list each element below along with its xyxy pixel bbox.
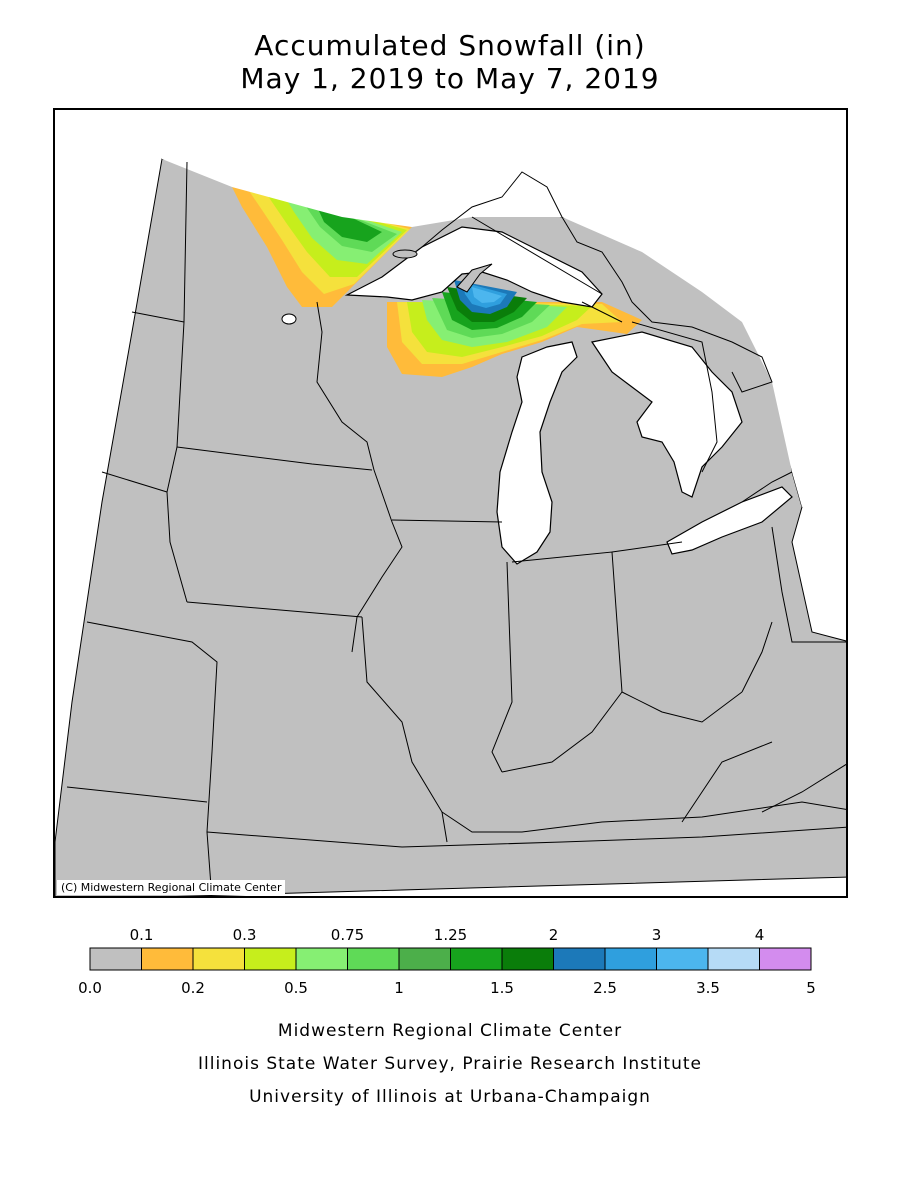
colorbar-bottom-label: 3.5	[696, 979, 720, 997]
colorbar-swatch	[347, 947, 400, 971]
state-borders	[66, 161, 846, 896]
colorbar-swatch	[759, 947, 812, 971]
map-copyright: (C) Midwestern Regional Climate Center	[57, 880, 286, 895]
colorbar-swatch	[501, 947, 554, 971]
colorbar-top-label: 3	[652, 926, 662, 944]
colorbar-bottom-label: 0.2	[181, 979, 205, 997]
lake-of-the-woods	[281, 313, 297, 325]
colorbar-swatch	[450, 947, 503, 971]
colorbar-bottom-label: 0.0	[78, 979, 102, 997]
colorbar-top-label: 4	[755, 926, 765, 944]
lake-erie	[666, 486, 793, 555]
canada-area	[162, 110, 846, 507]
credit-line-1: Midwestern Regional Climate Center	[277, 1021, 623, 1041]
credit-line-2: Illinois State Water Survey, Prairie Res…	[198, 1054, 702, 1074]
colorbar-swatch	[707, 947, 760, 971]
colorbar-swatch	[141, 947, 194, 971]
colorbar-top-label: 0.75	[331, 926, 364, 944]
snow-band-up-skyblue	[472, 287, 502, 303]
colorbar-swatch	[89, 947, 142, 971]
colorbar-bottom-label: 1	[394, 979, 404, 997]
lake-superior	[344, 226, 603, 308]
colorbar-bottom-label: 2.5	[593, 979, 617, 997]
colorbar-bottom-label: 5	[806, 979, 816, 997]
colorbar-swatch	[295, 947, 348, 971]
isle-royale	[392, 249, 418, 259]
colorbar-swatch	[604, 947, 657, 971]
colorbar-legend: 0.1 0.3 0.75 1.25 2 3 4 0.0 0.2 0.5 1 1.5 2.5 3.5 5	[78, 926, 816, 997]
credit-line-3: University of Illinois at Urbana-Champai…	[249, 1087, 651, 1107]
colorbar-top-label: 0.1	[130, 926, 154, 944]
colorbar-top-label: 2	[549, 926, 559, 944]
colorbar-top-label: 1.25	[434, 926, 467, 944]
map-frame: (C) Midwestern Regional Climate Center	[53, 108, 848, 898]
colorbar-swatch	[656, 947, 709, 971]
lake-huron	[591, 331, 743, 498]
keweenaw-peninsula	[456, 263, 493, 293]
colorbar-swatch	[553, 947, 606, 971]
colorbar-bottom-label: 1.5	[490, 979, 514, 997]
map-canvas	[55, 110, 846, 896]
colorbar-swatch	[244, 947, 297, 971]
map-date-range: May 1, 2019 to May 7, 2019	[240, 62, 660, 95]
canada-coastline	[421, 171, 793, 503]
map-title: Accumulated Snowfall (in)	[254, 29, 646, 62]
us-canada-border	[471, 216, 718, 473]
colorbar-swatch	[192, 947, 245, 971]
colorbar-bottom-label: 0.5	[284, 979, 308, 997]
colorbar-top-label: 0.3	[233, 926, 257, 944]
colorbar-swatch	[398, 947, 451, 971]
lake-michigan	[496, 341, 578, 565]
